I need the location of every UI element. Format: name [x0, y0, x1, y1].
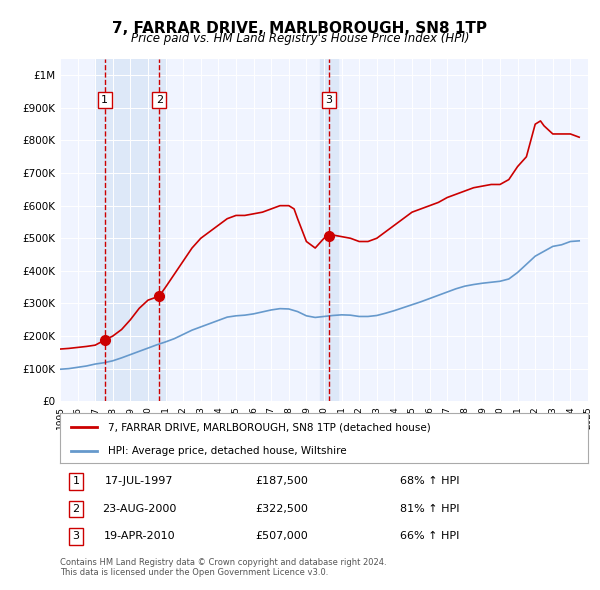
Text: Price paid vs. HM Land Registry's House Price Index (HPI): Price paid vs. HM Land Registry's House … — [131, 32, 469, 45]
Text: £507,000: £507,000 — [256, 531, 308, 541]
Text: £187,500: £187,500 — [256, 477, 308, 487]
Text: 23-AUG-2000: 23-AUG-2000 — [102, 504, 176, 514]
Text: 7, FARRAR DRIVE, MARLBOROUGH, SN8 1TP: 7, FARRAR DRIVE, MARLBOROUGH, SN8 1TP — [113, 21, 487, 35]
Text: 2: 2 — [156, 95, 163, 105]
Text: Contains HM Land Registry data © Crown copyright and database right 2024.
This d: Contains HM Land Registry data © Crown c… — [60, 558, 386, 577]
Text: 81% ↑ HPI: 81% ↑ HPI — [400, 504, 460, 514]
Text: 1: 1 — [73, 477, 79, 487]
Text: £322,500: £322,500 — [256, 504, 308, 514]
Text: 3: 3 — [73, 531, 79, 541]
Text: 2: 2 — [72, 504, 79, 514]
Text: 7, FARRAR DRIVE, MARLBOROUGH, SN8 1TP (detached house): 7, FARRAR DRIVE, MARLBOROUGH, SN8 1TP (d… — [107, 422, 430, 432]
Text: 19-APR-2010: 19-APR-2010 — [103, 531, 175, 541]
Text: 68% ↑ HPI: 68% ↑ HPI — [400, 477, 460, 487]
Text: 3: 3 — [326, 95, 332, 105]
Text: 66% ↑ HPI: 66% ↑ HPI — [400, 531, 459, 541]
Text: 1: 1 — [101, 95, 108, 105]
Text: HPI: Average price, detached house, Wiltshire: HPI: Average price, detached house, Wilt… — [107, 445, 346, 455]
Text: 17-JUL-1997: 17-JUL-1997 — [105, 477, 173, 487]
Bar — [320, 59, 338, 401]
Bar — [95, 59, 166, 401]
